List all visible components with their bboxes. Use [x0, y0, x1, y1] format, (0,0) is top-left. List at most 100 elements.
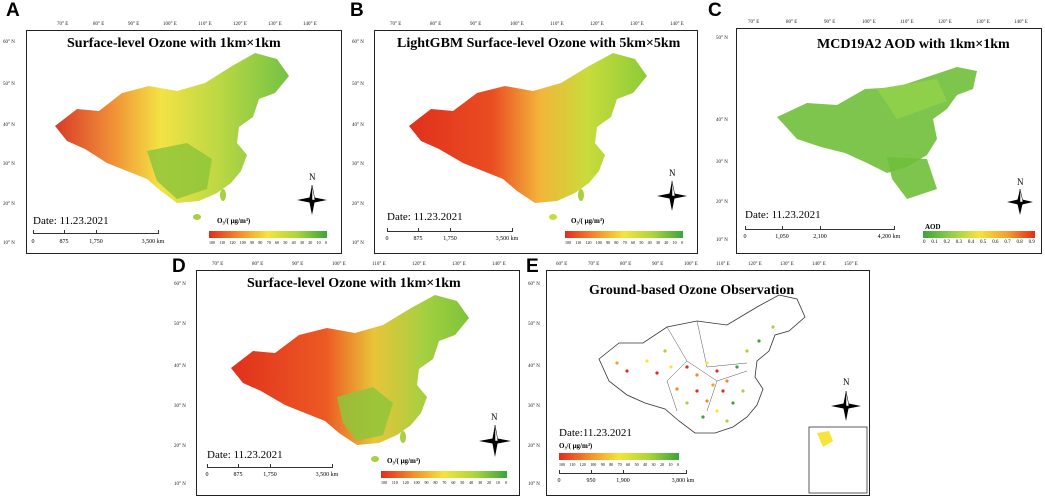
- date-label: Date: 11.23.2021: [33, 215, 109, 227]
- legend-title: AOD: [925, 223, 941, 231]
- lat-tick: 60° N: [174, 282, 186, 287]
- lon-tick: 130° E: [976, 20, 990, 25]
- panel-title: Ground-based Ozone Observation: [589, 283, 795, 298]
- southwest-green-zone: [147, 143, 212, 199]
- scale-bar: [33, 227, 159, 236]
- lon-tick: 90° E: [652, 262, 664, 267]
- lon-tick: 140° E: [1014, 20, 1028, 25]
- legend-colorbar: [559, 453, 679, 460]
- lat-tick: 60° N: [352, 40, 364, 45]
- lat-tick: 20° N: [716, 200, 728, 205]
- lon-tick: 70° E: [57, 22, 69, 27]
- legend-title: O₃/( μg/m³): [559, 442, 593, 450]
- lat-tick: 20° N: [174, 444, 186, 449]
- taiwan: [578, 189, 584, 201]
- scale-label: 4,200 km: [877, 234, 901, 240]
- lon-tick: 100° E: [163, 22, 177, 27]
- scale-label: 0: [743, 234, 747, 240]
- lat-tick: 10° N: [3, 241, 15, 246]
- north-arrow-icon: [657, 180, 687, 211]
- hainan: [549, 214, 557, 220]
- lat-tick: 50° N: [352, 82, 364, 87]
- china-outline: [598, 294, 806, 434]
- scale-label: 0: [385, 236, 389, 242]
- scale-label: 1,750: [263, 472, 277, 478]
- legend-ticks: 100 110 120 100 90 80 70 60 50 40 30 20 10 0: [565, 240, 683, 245]
- scale-label: 3,500 km: [315, 472, 339, 478]
- lon-tick: 70° E: [390, 22, 402, 27]
- taiwan: [400, 431, 406, 443]
- lon-tick: 130° E: [780, 262, 794, 267]
- lon-tick: 150° E: [844, 262, 858, 267]
- province-borders: [666, 320, 748, 412]
- lat-tick: 10° N: [716, 238, 728, 243]
- scale-label: 2,100: [813, 234, 827, 240]
- panel-title: Surface-level Ozone with 1km×1km: [247, 276, 461, 291]
- southwest-green-zone: [337, 387, 393, 441]
- north-arrow-icon: [1007, 188, 1033, 215]
- map-panel-c: MCD19A2 AOD with 1km×1km Date: 11.23.202…: [736, 28, 1042, 254]
- lon-tick: 80° E: [620, 262, 632, 267]
- lon-tick: 90° E: [128, 22, 140, 27]
- scale-label: 950: [586, 478, 596, 484]
- china-landmass: [55, 53, 289, 203]
- station-map-e: [598, 294, 868, 494]
- lat-tick: 30° N: [174, 404, 186, 409]
- taiwan: [220, 189, 226, 201]
- scale-label: 1,750: [443, 236, 457, 242]
- lon-tick: 80° E: [430, 22, 442, 27]
- legend-colorbar: [565, 231, 683, 238]
- south-china-sea-inset: [808, 426, 868, 494]
- china-landmass: [231, 295, 469, 445]
- legend-ticks: 100 110 120 100 90 80 70 60 50 40 30 20 10 0: [559, 462, 679, 467]
- map-panel-b: LightGBM Surface-level Ozone with 5km×5k…: [374, 30, 698, 254]
- lon-tick: 90° E: [824, 20, 836, 25]
- lon-tick: 80° E: [786, 20, 798, 25]
- aod-coverage-north: [877, 79, 947, 119]
- panel-title: LightGBM Surface-level Ozone with 5km×5k…: [397, 36, 681, 51]
- scale-label: 1,900: [616, 478, 630, 484]
- lon-tick: 90° E: [470, 22, 482, 27]
- lon-tick: 130° E: [452, 262, 466, 267]
- map-panel-d: Surface-level Ozone with 1km×1km Date: 1…: [196, 270, 520, 496]
- lon-tick: 110° E: [372, 262, 386, 267]
- china-ozone-map-d: [231, 295, 469, 462]
- scale-label: 875: [233, 472, 243, 478]
- lat-tick: 30° N: [528, 404, 540, 409]
- lon-tick: 140° E: [492, 262, 506, 267]
- aod-coverage-south: [887, 157, 937, 199]
- china-ozone-map-b: [409, 53, 647, 220]
- lat-tick: 20° N: [3, 202, 15, 207]
- lon-tick: 110° E: [550, 22, 564, 27]
- lon-tick: 140° E: [303, 22, 317, 27]
- scale-label: 1,750: [89, 239, 103, 245]
- lon-tick: 80° E: [93, 22, 105, 27]
- north-arrow-icon: [297, 184, 327, 215]
- legend-title: O₃/( μg/m³): [387, 457, 421, 465]
- map-panel-e: Ground-based Ozone Observation Date:11.2…: [546, 270, 870, 496]
- scale-bar: [387, 225, 513, 234]
- map-panel-a: Surface-level Ozone with 1km×1km Date: 1…: [26, 30, 342, 254]
- scale-bar: [207, 461, 333, 470]
- lon-tick: 110° E: [716, 262, 730, 267]
- station-dots: [615, 325, 775, 423]
- lon-tick: 130° E: [630, 22, 644, 27]
- lat-tick: 50° N: [528, 322, 540, 327]
- legend-colorbar: [209, 231, 327, 238]
- scale-label: 1,050: [775, 234, 789, 240]
- lon-tick: 120° E: [233, 22, 247, 27]
- lat-tick: 10° N: [174, 482, 186, 487]
- legend-title: O₃/( μg/m³): [217, 217, 251, 225]
- panel-letter-c: C: [708, 0, 722, 21]
- panel-letter-b: B: [350, 0, 364, 21]
- lon-tick: 120° E: [938, 20, 952, 25]
- lat-tick: 20° N: [352, 202, 364, 207]
- lat-tick: 50° N: [174, 322, 186, 327]
- north-arrow-icon: [831, 390, 861, 421]
- scale-label: 0: [205, 472, 209, 478]
- lat-tick: 40° N: [174, 364, 186, 369]
- scale-label: 3,500 km: [141, 239, 165, 245]
- lon-tick: 100° E: [862, 20, 876, 25]
- scale-label: 3,500 km: [495, 236, 519, 242]
- lat-tick: 60° N: [3, 40, 15, 45]
